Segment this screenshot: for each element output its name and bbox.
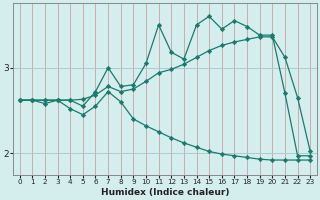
X-axis label: Humidex (Indice chaleur): Humidex (Indice chaleur) bbox=[101, 188, 229, 197]
